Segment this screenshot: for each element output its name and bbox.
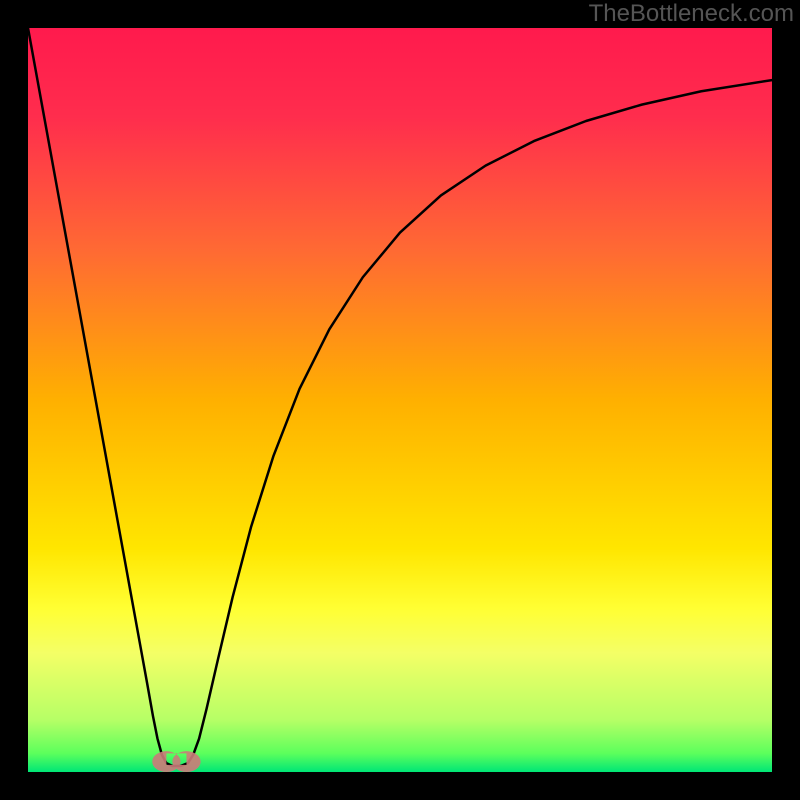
chart-container: TheBottleneck.com [0,0,800,800]
gradient-plot-area [28,28,772,772]
optimal-zone-marker [152,751,200,772]
bottleneck-chart [0,0,800,800]
attribution-text: TheBottleneck.com [589,0,794,28]
